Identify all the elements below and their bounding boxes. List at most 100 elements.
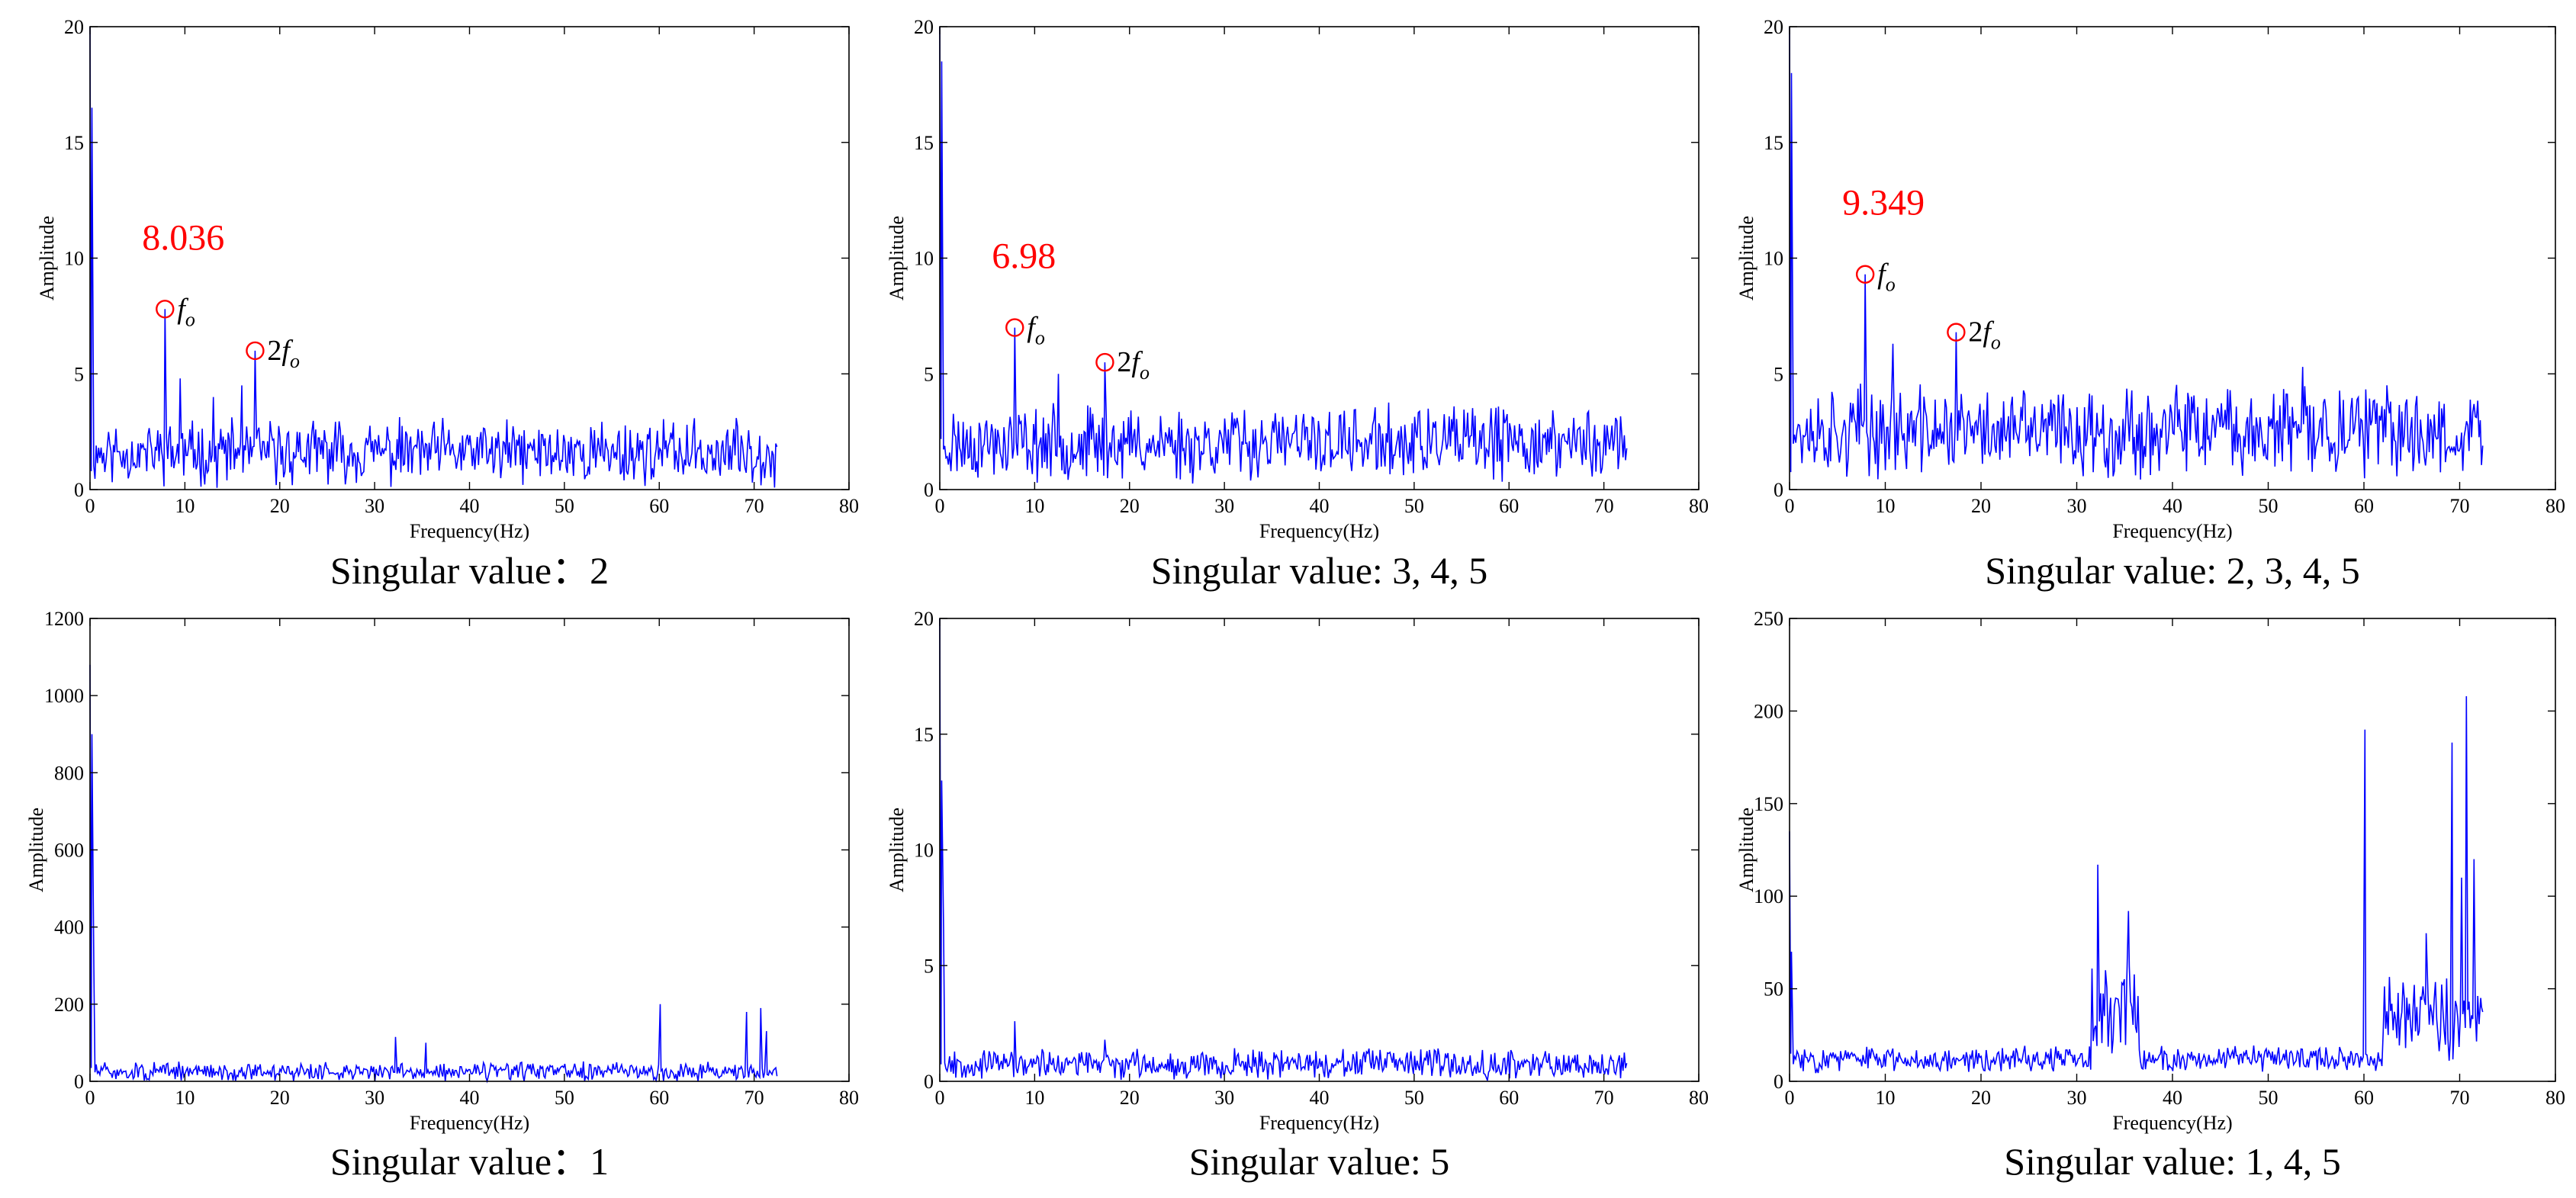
x-tick-label: 20 xyxy=(1120,1087,1140,1109)
x-tick-label: 80 xyxy=(2545,1087,2565,1109)
x-tick-label: 80 xyxy=(839,495,859,517)
y-tick-label: 5 xyxy=(924,363,934,385)
y-tick-label: 50 xyxy=(1764,978,1783,1000)
x-axis-label: Frequency(Hz) xyxy=(1259,520,1379,542)
x-tick-label: 20 xyxy=(1971,495,1991,517)
chart-panel-4: 0 10 20 30 40 50 60 70 80020040060080010001200Fr… xyxy=(25,608,859,1183)
plot-area xyxy=(939,618,1700,1082)
y-tick-label: 600 xyxy=(54,840,84,862)
x-tick-label: 30 xyxy=(1214,1087,1234,1109)
peak-marker xyxy=(1947,323,1966,342)
series-line xyxy=(89,26,778,488)
panel-caption: Singular value: 3, 4, 5 xyxy=(1151,549,1488,592)
y-tick-label: 5 xyxy=(74,363,84,385)
x-tick-label: 0 xyxy=(85,495,95,517)
peak-marker xyxy=(1095,352,1114,372)
x-tick-label: 60 xyxy=(1499,1087,1519,1109)
y-axis-label: Amplitude xyxy=(886,808,908,892)
x-tick-label: 60 xyxy=(649,495,669,517)
panel-caption: Singular value: 5 xyxy=(1189,1140,1450,1183)
y-tick-label: 0 xyxy=(924,1071,934,1093)
x-tick-label: 80 xyxy=(1689,495,1709,517)
x-tick-label: 0 xyxy=(1785,1087,1795,1109)
series-line xyxy=(1789,695,2484,1074)
x-axis-label: Frequency(Hz) xyxy=(1259,1112,1379,1134)
series-line xyxy=(939,618,1628,1081)
y-axis-label: Amplitude xyxy=(25,808,47,892)
x-tick-label: 70 xyxy=(2450,1087,2470,1109)
y-axis-label: Amplitude xyxy=(1735,216,1758,300)
y-tick-label: 100 xyxy=(1754,885,1783,907)
peak-label: fo xyxy=(1027,312,1045,349)
y-tick-label: 20 xyxy=(64,16,84,38)
series-line xyxy=(89,664,778,1084)
x-tick-label: 40 xyxy=(2163,495,2182,517)
x-tick-label: 20 xyxy=(1971,1087,1991,1109)
x-tick-label: 50 xyxy=(1404,1087,1424,1109)
x-tick-label: 70 xyxy=(2450,495,2470,517)
x-tick-label: 10 xyxy=(1024,1087,1044,1109)
panel-caption: Singular value: 1, 4, 5 xyxy=(2004,1140,2341,1183)
chart-panel-3: 0 10 20 30 40 50 60 70 80 0 5 10 15 20 Frequency(Hz) Am… xyxy=(1735,16,2565,592)
x-tick-label: 20 xyxy=(270,495,290,517)
x-tick-label: 10 xyxy=(175,1087,195,1109)
peak-marker xyxy=(156,300,175,319)
y-tick-label: 15 xyxy=(914,132,934,154)
x-tick-label: 50 xyxy=(2259,495,2279,517)
y-tick-label: 10 xyxy=(914,840,934,862)
plot-area xyxy=(89,26,850,490)
series-line xyxy=(939,26,1628,484)
series-line xyxy=(1789,26,2484,480)
x-tick-label: 50 xyxy=(555,495,574,517)
x-tick-label: 40 xyxy=(1310,495,1330,517)
x-tick-label: 80 xyxy=(2545,495,2565,517)
y-tick-label: 0 xyxy=(1774,1071,1783,1093)
y-axis-label: Amplitude xyxy=(36,216,58,300)
x-tick-label: 60 xyxy=(649,1087,669,1109)
x-tick-label: 40 xyxy=(460,495,480,517)
x-tick-label: 70 xyxy=(1594,1087,1614,1109)
y-tick-label: 15 xyxy=(914,724,934,746)
panel-caption: Singular value: 2, 3, 4, 5 xyxy=(1985,549,2360,592)
x-tick-label: 0 xyxy=(935,1087,945,1109)
x-tick-label: 70 xyxy=(744,495,764,517)
panel-caption: Singular value：2 xyxy=(330,549,609,592)
x-tick-label: 50 xyxy=(1404,495,1424,517)
peak-label: fo xyxy=(1877,259,1896,296)
x-axis-label: Frequency(Hz) xyxy=(410,1112,529,1134)
y-tick-label: 200 xyxy=(54,994,84,1016)
y-tick-label: 10 xyxy=(1764,248,1783,270)
y-tick-label: 0 xyxy=(1774,479,1783,501)
x-axis-label: Frequency(Hz) xyxy=(410,520,529,542)
y-tick-label: 1200 xyxy=(44,608,84,630)
y-tick-label: 5 xyxy=(924,955,934,977)
y-tick-label: 250 xyxy=(1754,608,1783,630)
x-axis-label: Frequency(Hz) xyxy=(2112,520,2232,542)
chart-panel-1: 0 10 20 30 40 50 60 70 80 0 5 10 15 20 Frequency(Hz) Am… xyxy=(36,16,859,592)
y-tick-label: 800 xyxy=(54,762,84,784)
x-tick-label: 30 xyxy=(2067,1087,2087,1109)
x-tick-label: 50 xyxy=(2259,1087,2279,1109)
peak-value: 6.98 xyxy=(992,236,1056,277)
y-tick-label: 400 xyxy=(54,917,84,939)
x-tick-label: 30 xyxy=(365,1087,384,1109)
x-tick-label: 20 xyxy=(270,1087,290,1109)
y-tick-label: 20 xyxy=(914,16,934,38)
x-tick-label: 10 xyxy=(1876,495,1896,517)
peak-marker xyxy=(1855,265,1875,284)
y-tick-label: 20 xyxy=(914,608,934,630)
x-tick-label: 40 xyxy=(2163,1087,2182,1109)
chart-panel-6: 0 10 20 30 40 50 60 70 80 0 50 100 150 200 250 Frequenc… xyxy=(1735,608,2565,1183)
peak-label: fo xyxy=(177,293,195,330)
peak-label: 2fo xyxy=(1117,346,1150,384)
peak-value: 8.036 xyxy=(142,217,224,258)
x-tick-label: 40 xyxy=(460,1087,480,1109)
x-tick-label: 10 xyxy=(1876,1087,1896,1109)
x-tick-label: 70 xyxy=(744,1087,764,1109)
y-axis-label: Amplitude xyxy=(886,216,908,300)
y-tick-label: 0 xyxy=(74,1071,84,1093)
x-tick-label: 60 xyxy=(2354,1087,2374,1109)
y-tick-label: 200 xyxy=(1754,700,1783,722)
peak-label: 2fo xyxy=(267,335,300,372)
